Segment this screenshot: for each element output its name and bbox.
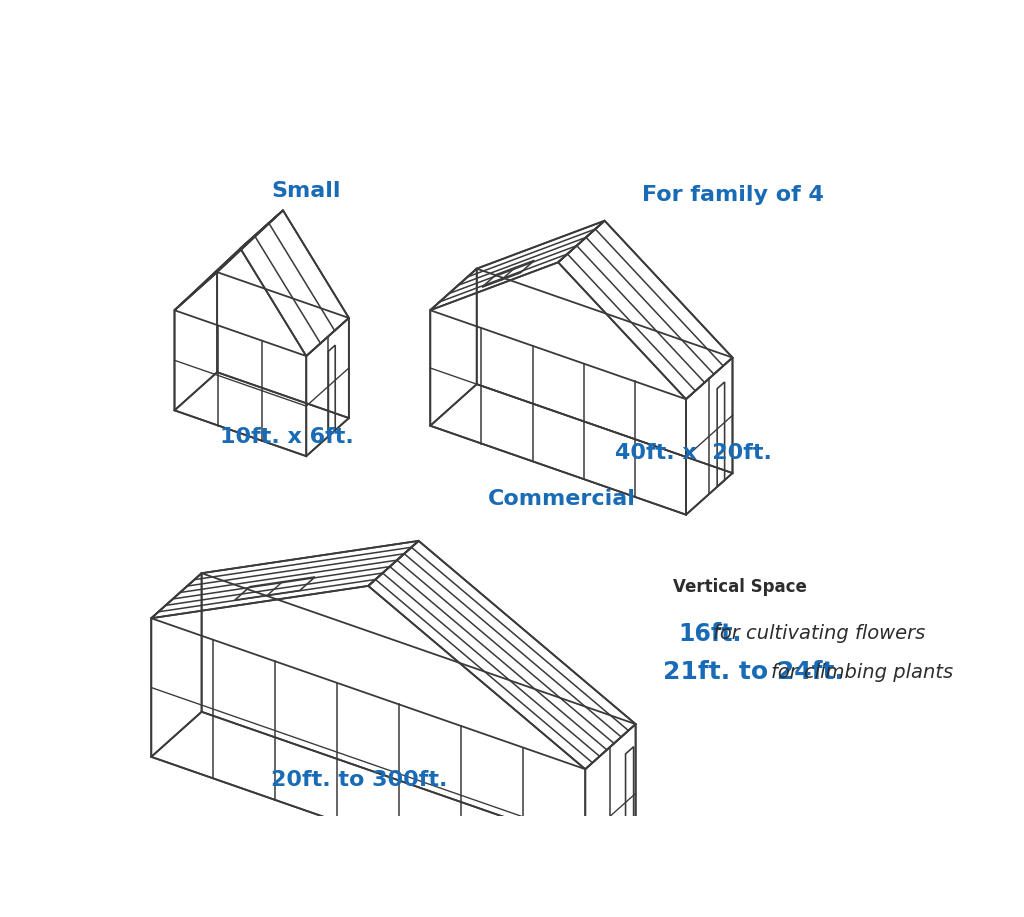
Text: for cultivating flowers: for cultivating flowers bbox=[713, 624, 926, 643]
Text: 40ft. x  20ft.: 40ft. x 20ft. bbox=[615, 443, 772, 463]
Text: Small: Small bbox=[271, 181, 341, 201]
Text: 10ft. x 6ft.: 10ft. x 6ft. bbox=[220, 427, 353, 447]
Text: 16ft.: 16ft. bbox=[678, 622, 741, 646]
Text: 21ft. to 24ft.: 21ft. to 24ft. bbox=[663, 660, 844, 684]
Text: for climbing plants: for climbing plants bbox=[771, 663, 953, 681]
Text: Commercial: Commercial bbox=[488, 489, 636, 509]
Text: Vertical Space: Vertical Space bbox=[674, 579, 807, 596]
Text: For family of 4: For family of 4 bbox=[642, 184, 823, 204]
Text: 20ft. to 300ft.: 20ft. to 300ft. bbox=[271, 770, 447, 790]
